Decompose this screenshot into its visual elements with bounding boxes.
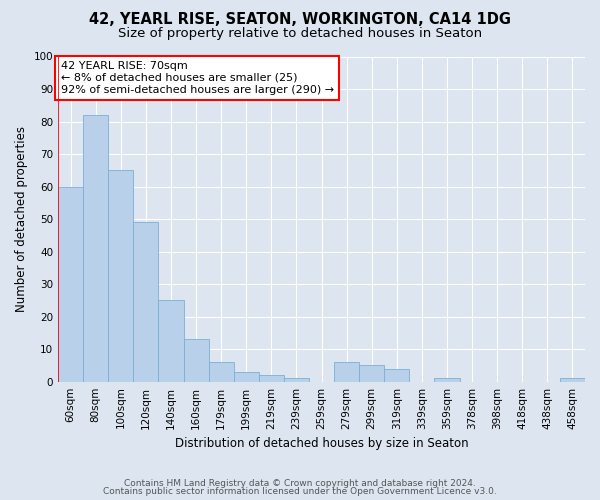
Bar	[384, 368, 409, 382]
Text: Contains HM Land Registry data © Crown copyright and database right 2024.: Contains HM Land Registry data © Crown c…	[124, 478, 476, 488]
Bar	[58, 186, 83, 382]
Bar	[359, 366, 384, 382]
Bar	[158, 300, 184, 382]
Bar	[233, 372, 259, 382]
Text: Size of property relative to detached houses in Seaton: Size of property relative to detached ho…	[118, 28, 482, 40]
Text: Contains public sector information licensed under the Open Government Licence v3: Contains public sector information licen…	[103, 487, 497, 496]
Y-axis label: Number of detached properties: Number of detached properties	[15, 126, 28, 312]
Bar	[259, 375, 284, 382]
Bar	[560, 378, 585, 382]
Bar	[83, 115, 108, 382]
Bar	[434, 378, 460, 382]
Bar	[133, 222, 158, 382]
Bar	[108, 170, 133, 382]
Bar	[209, 362, 233, 382]
Text: 42, YEARL RISE, SEATON, WORKINGTON, CA14 1DG: 42, YEARL RISE, SEATON, WORKINGTON, CA14…	[89, 12, 511, 28]
X-axis label: Distribution of detached houses by size in Seaton: Distribution of detached houses by size …	[175, 437, 469, 450]
Bar	[284, 378, 309, 382]
Bar	[334, 362, 359, 382]
Bar	[184, 340, 209, 382]
Text: 42 YEARL RISE: 70sqm
← 8% of detached houses are smaller (25)
92% of semi-detach: 42 YEARL RISE: 70sqm ← 8% of detached ho…	[61, 62, 334, 94]
